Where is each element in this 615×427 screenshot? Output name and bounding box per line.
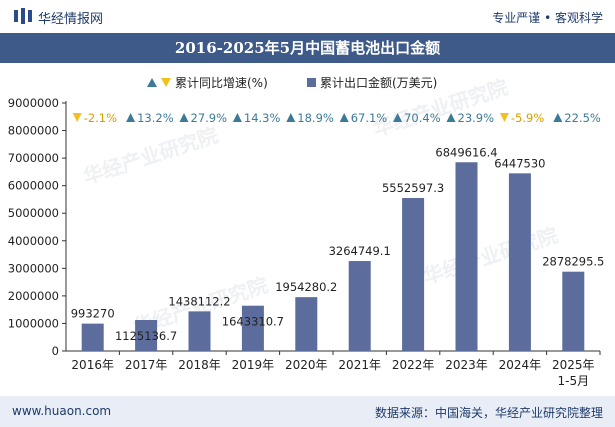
x-tick-label: 2019年	[232, 358, 275, 372]
growth-rate-label: 13.2%	[137, 111, 174, 125]
y-tick-label: 6000000	[8, 179, 59, 193]
x-tick-label: 2023年	[445, 358, 488, 372]
triangle-down-icon	[72, 113, 82, 122]
y-tick-label: 4000000	[8, 234, 59, 248]
growth-rate-label: 27.9%	[191, 111, 228, 125]
triangle-up-icon	[179, 113, 189, 122]
bar-value-label: 6447530	[494, 156, 545, 170]
bar-value-label: 6849616.4	[435, 145, 497, 159]
triangle-up-icon	[286, 113, 296, 122]
triangle-up-icon	[232, 113, 242, 122]
bar-value-label: 1954280.2	[275, 280, 337, 294]
bar	[402, 197, 425, 351]
growth-rate-label: 14.3%	[244, 111, 281, 125]
y-tick-label: 5000000	[8, 206, 59, 220]
triangle-up-icon	[339, 113, 349, 122]
triangle-up-icon	[126, 113, 136, 122]
y-tick-label: 3000000	[8, 261, 59, 275]
bar-value-label: 5552597.3	[382, 181, 444, 195]
bar-value-label: 1438112.2	[168, 294, 230, 308]
bar-value-label: 993270	[71, 307, 115, 321]
top-bar: 华经情报网 专业严谨 • 客观科学	[0, 0, 615, 33]
footer-url: www.huaon.com	[12, 404, 112, 418]
growth-rate-label: 67.1%	[351, 111, 388, 125]
chart-legend: 累计同比增速(%) 累计出口金额(万美元)	[0, 72, 615, 92]
footer: www.huaon.com 数据来源：中国海关，华经产业研究院整理	[0, 396, 615, 427]
triangle-up-icon	[147, 78, 157, 87]
x-tick-label: 1-5月	[557, 374, 589, 388]
x-tick-label: 2016年	[71, 358, 114, 372]
bar	[295, 297, 318, 351]
x-tick-label: 2018年	[178, 358, 221, 372]
y-tick-label: 0	[52, 344, 59, 358]
growth-rate-label: 23.9%	[458, 111, 495, 125]
legend-growth: 累计同比增速(%)	[147, 74, 268, 91]
x-tick-label: 2022年	[392, 358, 435, 372]
bar	[455, 162, 478, 351]
bar	[348, 261, 371, 351]
legend-amount-label: 累计出口金额(万美元)	[320, 76, 438, 90]
bar	[188, 311, 211, 351]
x-tick-label: 2025年	[552, 358, 595, 372]
bar-swatch-icon	[307, 78, 316, 87]
bar-value-label: 2878295.5	[542, 255, 604, 269]
footer-source: 数据来源：中国海关，华经产业研究院整理	[374, 406, 603, 420]
legend-amount: 累计出口金额(万美元)	[307, 74, 437, 91]
title-bar: 2016-2025年5月中国蓄电池出口金额	[0, 33, 615, 63]
legend-growth-label: 累计同比增速(%)	[175, 76, 268, 90]
x-tick-label: 2024年	[499, 358, 542, 372]
growth-rate-label: -2.1%	[84, 111, 117, 125]
bar-value-label: 1643310.7	[222, 315, 284, 329]
bar-value-label: 1125136.7	[115, 329, 177, 343]
bar	[508, 173, 531, 351]
x-tick-label: 2021年	[338, 358, 381, 372]
bar	[241, 305, 264, 351]
y-tick-label: 1000000	[8, 316, 59, 330]
brand-name: 华经情报网	[38, 12, 104, 27]
triangle-up-icon	[446, 113, 456, 122]
bar	[81, 323, 104, 351]
x-tick-label: 2020年	[285, 358, 328, 372]
bar	[135, 319, 158, 351]
growth-rate-label: 70.4%	[404, 111, 441, 125]
growth-rate-label: -5.9%	[511, 111, 544, 125]
y-tick-label: 2000000	[8, 289, 59, 303]
bar	[562, 271, 585, 351]
triangle-up-icon	[393, 113, 403, 122]
triangle-up-icon	[553, 113, 563, 122]
tagline: 专业严谨 • 客观科学	[492, 11, 603, 25]
bar-chart: 0 1000000 2000000 3000000 4000000 5000000 6000…	[8, 96, 605, 388]
triangle-down-icon	[161, 78, 171, 87]
chart-title: 2016-2025年5月中国蓄电池出口金额	[174, 39, 441, 57]
growth-rate-label: 22.5%	[564, 111, 601, 125]
y-tick-label: 9000000	[8, 96, 59, 110]
y-tick-label: 7000000	[8, 151, 59, 165]
growth-rate-label: 18.9%	[297, 111, 334, 125]
y-tick-label: 8000000	[8, 124, 59, 138]
huajing-logo-icon	[14, 8, 32, 24]
triangle-down-icon	[499, 113, 509, 122]
bar-value-label: 3264749.1	[329, 244, 391, 258]
x-tick-label: 2017年	[125, 358, 168, 372]
